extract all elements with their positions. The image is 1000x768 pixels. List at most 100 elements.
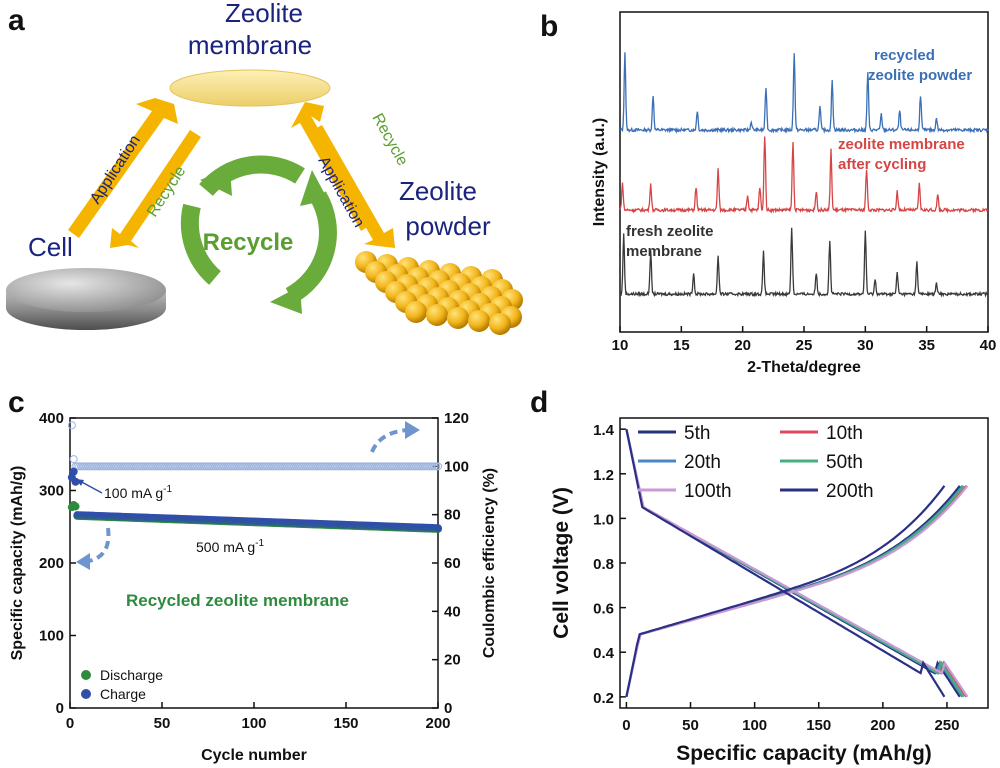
cycling-x-tick-label: 200 xyxy=(425,715,450,732)
panel-d: d 0 50 100 150 200 250 0.2 0.4 0.6 0.8 1.0 1.2 1.4 5… xyxy=(530,386,989,765)
right-axis-pointer-arrow xyxy=(370,428,409,453)
annotation-500-label: 500 mA g-1 xyxy=(196,538,264,555)
legend-charge-marker xyxy=(81,689,91,699)
cycling-x-axis-title: Cycle number xyxy=(201,747,307,764)
discharge-curve-100th xyxy=(625,428,969,698)
xrd-line-1 xyxy=(619,136,989,214)
xrd-tick-label: 20 xyxy=(734,337,751,354)
right-axis-pointer-arrowhead xyxy=(405,421,420,439)
cycling-y-tick-label: 0 xyxy=(56,700,64,717)
voltage-x-tick-label: 250 xyxy=(934,717,959,734)
ce-point xyxy=(434,462,442,471)
cycling-x-tick-label: 150 xyxy=(333,715,358,732)
legend-discharge-marker xyxy=(81,670,91,680)
xrd-tick-label: 35 xyxy=(918,337,935,354)
series-label-recycled-1: recycled xyxy=(874,47,935,64)
voltage-y-axis-title: Cell voltage (V) xyxy=(550,487,573,639)
voltage-x-axis-title: Specific capacity (mAh/g) xyxy=(676,742,932,765)
xrd-line-2 xyxy=(619,227,989,298)
panel-letter-a: a xyxy=(8,4,25,37)
cycling-y2-tick-label: 40 xyxy=(444,603,461,620)
zeolite-ball xyxy=(426,304,448,326)
left-axis-pointer-arrowhead xyxy=(76,553,90,570)
discharge-point xyxy=(71,502,80,511)
left-application-arrow xyxy=(68,98,178,238)
cycling-y2-tick-label: 80 xyxy=(444,507,461,524)
cycling-y2-tick-label: 0 xyxy=(444,700,452,717)
powder-label-line1: Zeolite xyxy=(399,176,477,206)
voltage-y-tick-label: 1.0 xyxy=(593,511,614,528)
voltage-ticks: 0 50 100 150 200 250 0.2 0.4 0.6 0.8 1.0 1.2 1.4 xyxy=(593,422,959,734)
sample-label: Recycled zeolite membrane xyxy=(126,591,349,610)
discharge-curve-200th xyxy=(625,428,946,698)
xrd-y-axis-title: Intensity (a.u.) xyxy=(591,118,608,226)
annotation-100-label: 100 mA g-1 xyxy=(104,484,172,501)
voltage-y-tick-label: 1.4 xyxy=(593,422,615,439)
legend-discharge-label: Discharge xyxy=(100,667,163,683)
recycle-arrowhead-2 xyxy=(300,170,328,206)
panel-letter-c: c xyxy=(8,386,25,419)
cycling-y-tick-label: 100 xyxy=(39,628,64,645)
voltage-x-tick-label: 200 xyxy=(870,717,895,734)
cycling-y-tick-label: 300 xyxy=(39,483,64,500)
xrd-tick-label: 10 xyxy=(612,337,629,354)
xrd-tick-label: 40 xyxy=(980,337,997,354)
ce-point xyxy=(69,455,78,464)
cycling-y2-tick-label: 60 xyxy=(444,555,461,572)
legend-label-50th: 50th xyxy=(826,452,863,473)
zeolite-ball xyxy=(468,310,490,332)
voltage-x-tick-label: 100 xyxy=(742,717,767,734)
right-recycle-label: Recycle xyxy=(369,111,412,169)
cell-label: Cell xyxy=(28,232,73,262)
voltage-x-tick-label: 150 xyxy=(806,717,831,734)
recycle-arrowhead-3 xyxy=(270,286,302,314)
left-recycle-arrow xyxy=(110,130,201,248)
panel-b: b 10 15 20 25 30 35 40 2-Theta/degree Intensit… xyxy=(540,10,996,376)
charge-point xyxy=(69,467,78,476)
series-label-cycled-1: zeolite membrane xyxy=(838,136,965,153)
cycling-y-tick-label: 200 xyxy=(39,555,64,572)
series-label-cycled-2: after cycling xyxy=(838,156,926,173)
ce-point xyxy=(67,421,76,430)
zeolite-powder-image xyxy=(355,251,523,335)
charge-curve-200th xyxy=(625,485,946,698)
cycling-data xyxy=(67,421,442,533)
powder-label-line2: powder xyxy=(405,211,491,241)
series-label-recycled-2: zeolite powder xyxy=(868,67,972,84)
legend-label-10th: 10th xyxy=(826,423,863,444)
xrd-tick-label: 25 xyxy=(796,337,813,354)
voltage-y-tick-label: 1.2 xyxy=(593,467,614,484)
legend-label-5th: 5th xyxy=(684,423,710,444)
xrd-x-axis-title: 2-Theta/degree xyxy=(747,359,861,376)
xrd-tick-label: 30 xyxy=(857,337,874,354)
cycling-plot-frame xyxy=(69,417,439,709)
cycling-y-tick-label: 400 xyxy=(39,410,64,427)
panel-a: a Zeolite membrane Application Recycle A… xyxy=(6,0,523,335)
legend-label-200th: 200th xyxy=(826,481,874,502)
cycling-x-tick-label: 0 xyxy=(66,715,74,732)
xrd-line-0 xyxy=(619,52,989,134)
panel-letter-d: d xyxy=(530,386,548,419)
panel-c: c 0 50 100 150 20001002003004000204060801001… xyxy=(8,386,498,764)
cycling-y2-tick-label: 100 xyxy=(444,458,469,475)
zeolite-ball xyxy=(447,307,469,329)
cycling-y-axis-title: Specific capacity (mAh/g) xyxy=(9,466,26,661)
zeolite-ball xyxy=(405,301,427,323)
right-recycle-arrow xyxy=(311,125,395,248)
voltage-legend: 5th 10th 20th 50th 100th 200th xyxy=(638,423,874,502)
voltage-y-tick-label: 0.2 xyxy=(593,690,614,707)
recycle-arrowhead-1 xyxy=(200,168,232,196)
membrane-label-line2: membrane xyxy=(188,30,312,60)
cell-coin-image xyxy=(6,268,166,330)
legend-label-20th: 20th xyxy=(684,452,721,473)
cycling-y2-tick-label: 120 xyxy=(444,410,469,427)
charge-point xyxy=(434,524,442,533)
xrd-patterns xyxy=(619,52,989,298)
voltage-x-tick-label: 50 xyxy=(682,717,699,734)
cycling-x-tick-label: 50 xyxy=(154,715,171,732)
cycling-x-tick-label: 100 xyxy=(241,715,266,732)
discharge-curve-10th xyxy=(625,428,968,698)
voltage-y-tick-label: 0.8 xyxy=(593,556,614,573)
